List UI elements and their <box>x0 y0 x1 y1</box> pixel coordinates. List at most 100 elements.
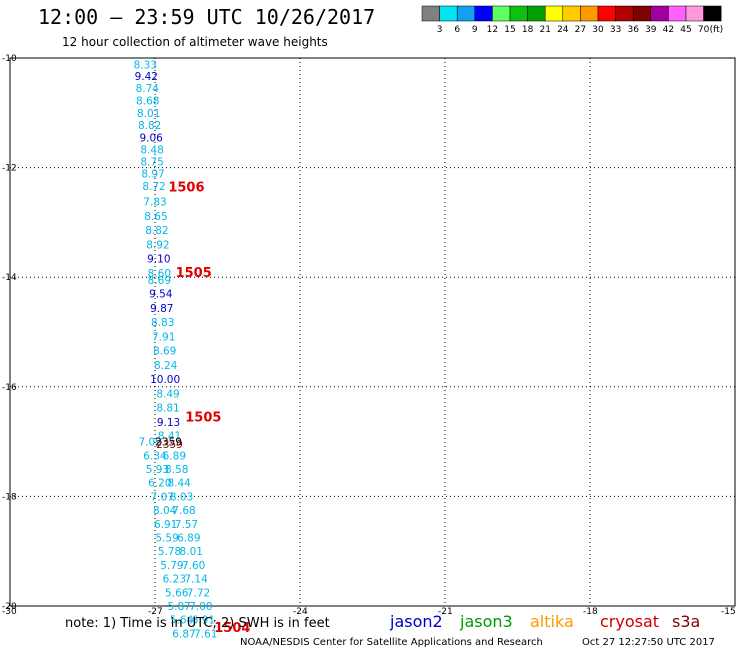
colorbar-label: 39 <box>645 25 657 35</box>
wave-height-value: 9.10 <box>147 254 170 266</box>
y-tick-label: -20 <box>2 602 17 612</box>
wave-height-value: 8.75 <box>140 157 163 169</box>
wave-height-value: 8.68 <box>136 96 159 108</box>
wave-height-value: 8.48 <box>140 145 163 157</box>
colorbar-swatch <box>544 5 564 22</box>
wave-height-value: 6.91 <box>192 615 215 627</box>
wave-height-value: 7.61 <box>194 628 217 640</box>
colorbar-unit: (ft) <box>710 25 724 35</box>
wave-height-value: 6.89 <box>177 533 200 545</box>
wave-height-value: 7.09 <box>138 437 161 449</box>
x-tick-label: -30 <box>2 607 17 617</box>
x-tick-label: -24 <box>293 607 308 617</box>
wave-height-value: 2359 <box>156 439 183 451</box>
wave-height-value: 8.65 <box>144 211 167 223</box>
colorbar-label: 12 <box>487 25 498 35</box>
wave-height-value: 7.83 <box>143 197 166 209</box>
wave-height-value: 5.79 <box>160 560 183 572</box>
colorbar-label: 42 <box>663 25 674 35</box>
wave-height-value: 5.87 <box>167 601 190 613</box>
time-label: 1504 <box>214 621 250 636</box>
colorbar-swatch <box>492 5 511 22</box>
wave-height-value: 8.92 <box>146 239 169 251</box>
x-tick-label: -18 <box>583 607 598 617</box>
colorbar-swatch <box>650 5 669 22</box>
colorbar-swatch <box>421 5 440 22</box>
colorbar-swatch <box>597 5 616 22</box>
wave-height-value: 7.00 <box>189 601 212 613</box>
time-label: 1505 <box>185 410 221 425</box>
colorbar-swatch <box>580 5 599 22</box>
time-labels: 1506 1505 1505 1504 <box>168 180 250 636</box>
satellite-label-altika: altika <box>530 612 574 631</box>
colorbar-label: 27 <box>575 25 586 35</box>
color-legend: 3 6 9 12 15 18 21 24 27 30 33 36 39 42 45 70 (ft) <box>421 5 724 35</box>
wave-height-value: 8.82 <box>138 120 161 132</box>
wave-height-value: 8.44 <box>167 478 191 490</box>
wave-height-value: 8.41 <box>158 431 181 443</box>
satellite-legend: jason2 jason3 altika cryosat s3a <box>389 612 700 631</box>
plot-frame <box>9 57 736 607</box>
wave-height-value: 7.91 <box>152 331 175 343</box>
wave-height-value: 8.33 <box>134 60 157 72</box>
x-tick-label: -21 <box>438 607 453 617</box>
y-tick-label: -16 <box>2 383 17 393</box>
chart-title: 12:00 – 23:59 UTC 10/26/2017 <box>38 5 375 29</box>
satellite-label-jason2: jason2 <box>389 612 443 631</box>
wave-height-value: 8.01 <box>137 108 160 120</box>
grid-lines <box>10 58 735 606</box>
colorbar-swatch <box>474 5 493 22</box>
wave-height-value: 9.87 <box>150 303 173 315</box>
x-axis-ticks: -30 -27 -24 -21 -18 -15 <box>2 607 736 617</box>
satellite-label-jason3: jason3 <box>459 612 513 631</box>
wave-height-value: 8.69 <box>148 275 171 287</box>
colorbar-swatch <box>685 5 704 22</box>
y-tick-label: -18 <box>2 492 17 502</box>
wave-height-value: 8.04 <box>153 505 177 517</box>
wave-height-values: 8.339.428.748.688.018.829.068.488.758.97… <box>134 60 218 641</box>
colorbar-label: 30 <box>592 25 604 35</box>
wave-height-value: 6.91 <box>154 519 177 531</box>
wave-height-value: 6.34 <box>143 450 167 462</box>
wave-height-value: 8.97 <box>141 169 164 181</box>
colorbar-swatch <box>668 5 687 22</box>
wave-height-value: 5.59 <box>155 533 178 545</box>
wave-height-value: 9.54 <box>149 289 173 301</box>
satellite-label-cryosat: cryosat <box>600 612 659 631</box>
colorbar-swatch <box>562 5 581 22</box>
wave-height-value: 6.23 <box>163 574 186 586</box>
x-tick-label: -15 <box>721 607 736 617</box>
wave-height-value: 8.24 <box>154 360 178 372</box>
y-axis-ticks: -10 -12 -14 -16 -18 -20 <box>2 54 17 612</box>
colorbar-label: 33 <box>610 25 621 35</box>
wave-height-value: 8.83 <box>151 317 174 329</box>
wave-height-value: 7.57 <box>175 519 198 531</box>
colorbar-label: 15 <box>504 25 515 35</box>
colorbar-swatch <box>456 5 476 22</box>
x-tick-label: -27 <box>148 607 163 617</box>
colorbar-label: 21 <box>539 25 550 35</box>
colorbar-label: 6 <box>454 25 460 35</box>
wave-height-value: 8.49 <box>156 388 179 400</box>
wave-height-value: 9.13 <box>157 417 180 429</box>
colorbar-label: 18 <box>522 25 534 35</box>
wave-height-value: 5.93 <box>146 464 169 476</box>
colorbar-swatch <box>509 5 528 22</box>
wave-height-value: 8.03 <box>170 491 193 503</box>
y-tick-label: -12 <box>2 164 17 174</box>
wave-height-value: 5.66 <box>165 587 189 599</box>
time-label: 1506 <box>168 180 204 195</box>
wave-height-value: 5.78 <box>158 546 181 558</box>
y-tick-label: -14 <box>2 273 17 283</box>
colorbar-label: 70 <box>698 25 710 35</box>
colorbar-swatch <box>527 5 546 22</box>
colorbar-swatch <box>703 5 722 22</box>
colorbar-swatch <box>632 5 652 22</box>
wave-height-value: 6.89 <box>163 450 186 462</box>
colorbar-label: 45 <box>680 25 691 35</box>
wave-height-value: 9.42 <box>135 71 158 83</box>
satellite-label-s3a: s3a <box>672 612 700 631</box>
timestamp-text: Oct 27 12:27:50 UTC 2017 <box>582 637 715 648</box>
wave-height-value: 8.01 <box>180 546 203 558</box>
